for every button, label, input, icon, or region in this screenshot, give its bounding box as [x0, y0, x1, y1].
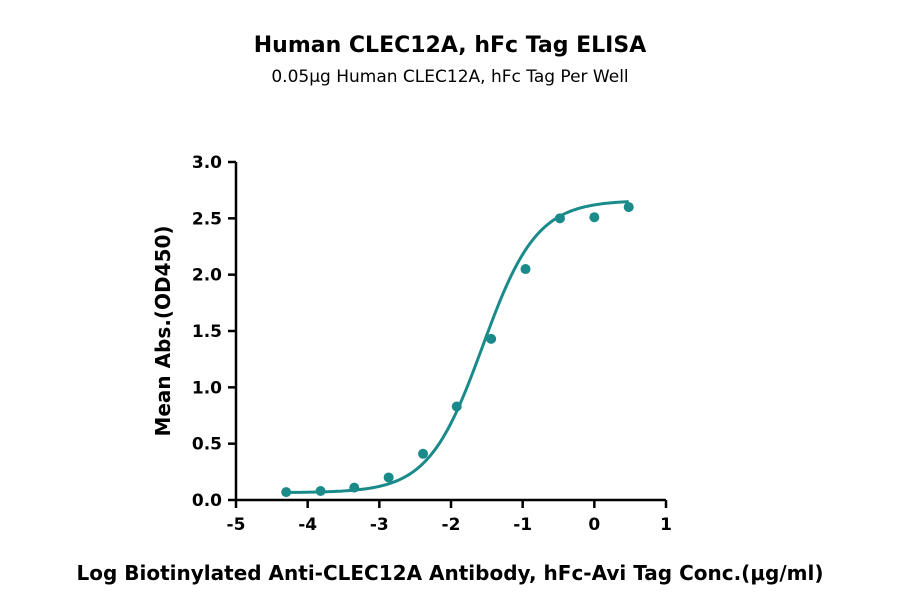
- data-point: [451, 401, 462, 412]
- chart-title: Human CLEC12A, hFc Tag ELISA: [254, 33, 647, 58]
- data-point: [623, 202, 634, 213]
- fit-curve: [286, 200, 629, 494]
- x-axis-label: Log Biotinylated Anti-CLEC12A Antibody, …: [76, 561, 823, 585]
- y-tick-label: 1.0: [192, 378, 222, 398]
- axes: [234, 162, 666, 502]
- data-point: [418, 448, 429, 459]
- data-point: [383, 472, 394, 483]
- y-tick-label: 0.0: [192, 491, 222, 511]
- x-tick-label: -4: [298, 515, 317, 535]
- y-tick-label: 2.0: [192, 266, 222, 286]
- x-tick-label: 0: [588, 515, 600, 535]
- data-point: [520, 264, 531, 275]
- y-tick-label: 0.5: [192, 435, 222, 455]
- y-axis-label: Mean Abs.(OD450): [151, 225, 175, 436]
- data-point: [349, 482, 360, 493]
- data-point: [281, 487, 292, 498]
- data-point: [589, 212, 600, 223]
- chart-subtitle: 0.05μg Human CLEC12A, hFc Tag Per Well: [271, 67, 628, 87]
- x-tick-label: 1: [660, 515, 672, 535]
- data-point: [315, 485, 326, 496]
- y-tick-label: 3.0: [192, 153, 222, 173]
- data-point: [554, 213, 565, 224]
- x-tick-label: -1: [513, 515, 532, 535]
- x-tick-label: -3: [370, 515, 389, 535]
- y-tick-label: 1.5: [192, 322, 222, 342]
- x-tick-label: -5: [227, 515, 246, 535]
- x-tick-label: -2: [442, 515, 461, 535]
- y-ticks: 0.0 0.5 1.0 1.5 2.0 2.5 3.0: [192, 153, 236, 511]
- plot-area: [281, 200, 634, 498]
- data-point: [486, 333, 497, 344]
- y-tick-label: 2.5: [192, 209, 222, 229]
- x-ticks: -5 -4 -3 -2 -1 0 1: [227, 500, 672, 535]
